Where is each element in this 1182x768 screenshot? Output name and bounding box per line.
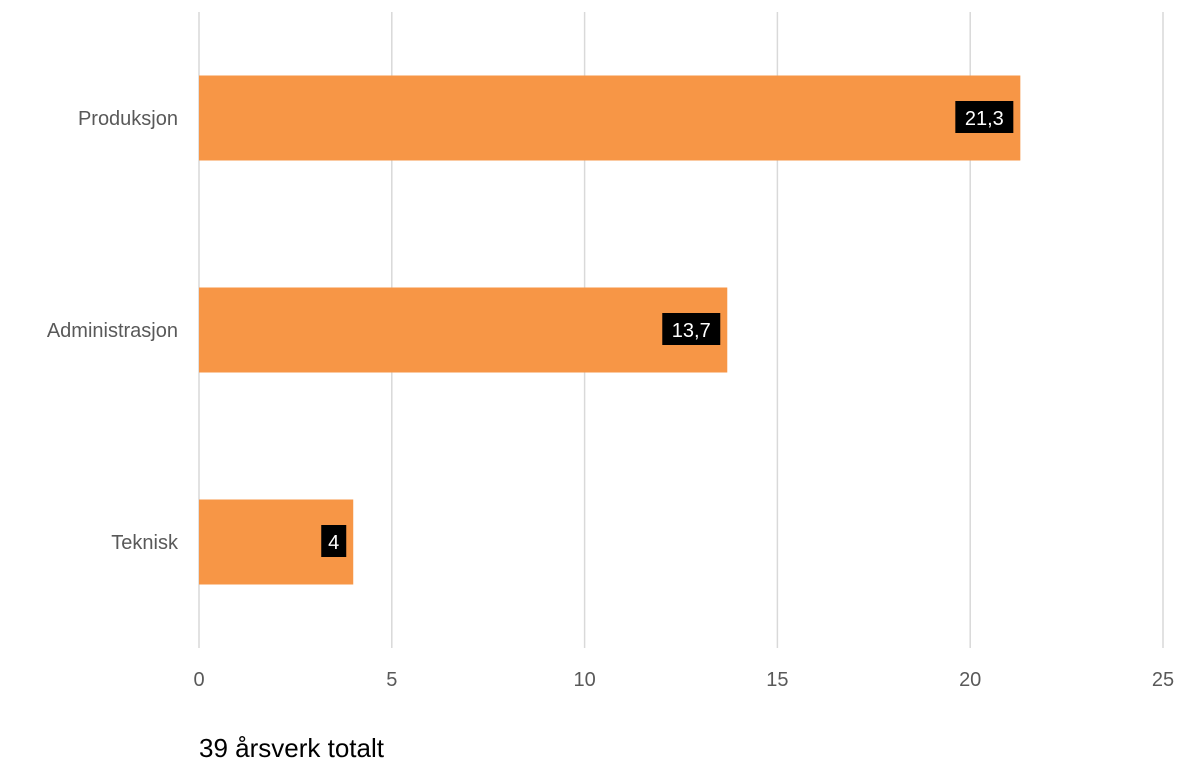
x-tick-labels: 0 5 10 15 20 25 xyxy=(193,669,1174,691)
data-label-produksjon: 21,3 xyxy=(965,108,1004,130)
data-label-box-teknisk xyxy=(321,525,347,557)
category-labels: Produksjon Administrasjon Teknisk xyxy=(47,108,179,554)
data-label-box-produksjon xyxy=(955,101,1014,133)
x-tick-label-0: 0 xyxy=(193,669,204,691)
x-tick-label-25: 25 xyxy=(1152,669,1174,691)
bar-administrasjon xyxy=(199,287,728,373)
data-label-administrasjon: 13,7 xyxy=(672,320,711,342)
bar-produksjon xyxy=(199,75,1021,161)
x-tick-label-15: 15 xyxy=(766,669,788,691)
x-tick-label-20: 20 xyxy=(959,669,981,691)
total-footnote: 39 årsverk totalt xyxy=(199,733,384,763)
bars: 21,3 13,7 4 xyxy=(199,75,1021,585)
category-label-teknisk: Teknisk xyxy=(111,532,179,554)
x-tick-label-5: 5 xyxy=(386,669,397,691)
data-label-box-administrasjon xyxy=(662,313,721,345)
category-label-administrasjon: Administrasjon xyxy=(47,320,178,342)
category-label-produksjon: Produksjon xyxy=(78,108,178,130)
data-label-teknisk: 4 xyxy=(328,532,339,554)
x-tick-label-10: 10 xyxy=(573,669,595,691)
